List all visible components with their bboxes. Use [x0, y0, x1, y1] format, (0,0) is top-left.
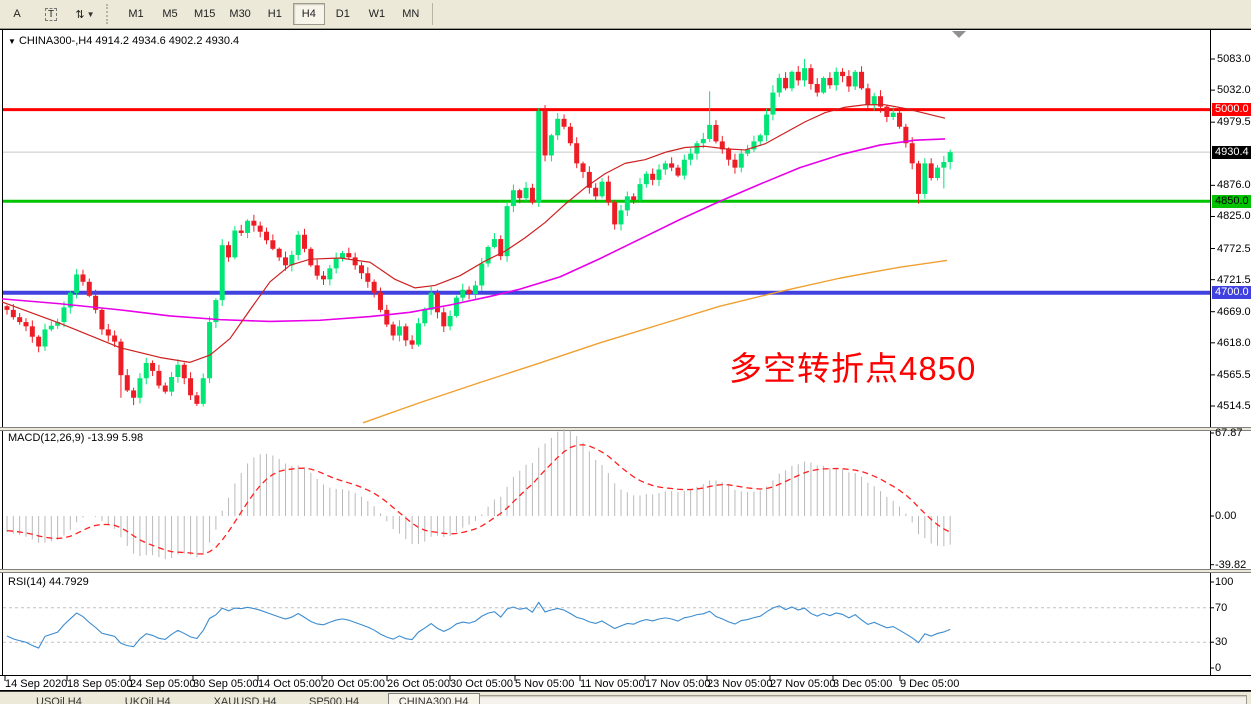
price-badge: 4930.4: [1212, 145, 1251, 159]
price-tick: 4772.5: [1217, 242, 1251, 255]
cursor-a-button[interactable]: A: [13, 8, 21, 20]
toolbar-grip: [106, 4, 115, 24]
chevron-down-icon: ▼: [86, 9, 95, 19]
indicator-tick: -39.82: [1215, 558, 1247, 571]
indicator-tick: 70: [1215, 601, 1228, 614]
pane-frames: [0, 29, 1251, 691]
timeframe-bar: M1 M5 M15 M30 H1 H4 D1 W1 MN: [119, 3, 428, 25]
chart-tab-china300[interactable]: CHINA300,H4: [387, 693, 480, 704]
date-tick: 5 Nov 05:00: [515, 678, 575, 690]
price-badge: 4700.0: [1212, 286, 1251, 300]
timeframe-m30-button[interactable]: M30: [229, 8, 251, 20]
moving-average: [1, 104, 946, 363]
price-tick: 4618.0: [1217, 336, 1251, 349]
chart-tab-sp500[interactable]: SP500,H4: [309, 696, 360, 704]
date-tick: 11 Nov 05:00: [580, 678, 645, 690]
price-tick: 4876.0: [1217, 179, 1251, 192]
date-tick: 18 Sep 05:00: [67, 678, 133, 690]
chart-tabs-bar: USOil,H4 UKOil,H4 XAUUSD,H4 SP500,H4 CHINA30…: [0, 691, 1251, 704]
macd-pane: [6, 429, 951, 560]
arrows-tool-button[interactable]: ⇅ ▼: [69, 3, 101, 25]
macd-label: MACD(12,26,9) -13.99 5.98: [8, 432, 144, 444]
rsi-line: [6, 601, 951, 649]
price-tick: 4721.5: [1217, 273, 1251, 286]
timeframe-w1-button[interactable]: W1: [368, 8, 386, 20]
chart-shift-marker-icon[interactable]: [952, 31, 966, 38]
toolbar: A T ⇅ ▼ M1 M5 M15 M30 H1 H4 D1 W1 MN: [0, 0, 1251, 29]
arrows-icon: ⇅: [75, 8, 85, 21]
price-tick: 4669.0: [1217, 305, 1251, 318]
chart-title-text: CHINA300-,H4 4914.2 4934.6 4902.2 4930.4: [18, 35, 240, 47]
date-tick: 3 Dec 05:00: [833, 678, 893, 690]
text-tool-icon: T: [44, 7, 58, 21]
timeframe-d1-button[interactable]: D1: [335, 8, 350, 20]
date-tick: 20 Oct 05:00: [322, 678, 385, 690]
indicator-tick: 67.87: [1215, 427, 1243, 439]
price-tick: 4514.5: [1217, 400, 1251, 412]
candles-layer: [4, 59, 953, 407]
symbol-dropdown-icon[interactable]: ▼: [8, 37, 16, 46]
date-tick: 23 Nov 05:00: [707, 678, 773, 690]
chart-tab-usoil[interactable]: USOil,H4: [36, 696, 82, 704]
chart-title: ▼ CHINA300-,H4 4914.2 4934.6 4902.2 4930…: [8, 35, 239, 47]
date-tick: 14 Oct 05:00: [258, 678, 321, 690]
macd-signal-line: [6, 444, 951, 555]
rsi-label: RSI(14) 44.7929: [8, 576, 89, 588]
timeframe-mn-button[interactable]: MN: [402, 8, 420, 20]
indicator-tick: 0: [1215, 662, 1222, 674]
moving-average: [1, 138, 946, 323]
date-tick: 17 Nov 05:00: [645, 678, 711, 690]
text-tool-button[interactable]: T: [35, 3, 67, 25]
timeframe-h4-button[interactable]: H4: [292, 3, 325, 25]
indicator-tick: 30: [1215, 636, 1228, 649]
date-tick: 30 Sep 05:00: [193, 678, 259, 690]
date-tick: 14 Sep 2020: [5, 678, 68, 690]
toolbar-separator: [431, 3, 433, 25]
chart-tab-xauusd[interactable]: XAUUSD,H4: [213, 696, 277, 704]
status-message-bar: [462, 695, 1247, 704]
date-tick: 27 Nov 05:00: [770, 678, 836, 690]
timeframe-m15-button[interactable]: M15: [194, 8, 216, 20]
chart-annotation: 多空转折点4850: [729, 350, 977, 387]
price-tick: 5032.0: [1217, 84, 1251, 97]
date-tick: 26 Oct 05:00: [387, 678, 450, 690]
price-badge: 5000.0: [1212, 103, 1251, 117]
timeframe-m1-button[interactable]: M1: [128, 8, 144, 20]
date-tick: 30 Oct 05:00: [450, 678, 513, 690]
date-tick: 24 Sep 05:00: [130, 678, 196, 690]
moving-average: [362, 259, 948, 424]
price-tick: 5083.0: [1217, 53, 1251, 65]
price-tick: 4979.5: [1217, 116, 1251, 129]
price-tick: 4825.0: [1217, 210, 1251, 223]
indicator-tick: 0.00: [1215, 510, 1237, 522]
rsi-pane: [3, 601, 1210, 649]
chart-tab-ukoil[interactable]: UKOil,H4: [124, 696, 171, 704]
timeframe-h1-button[interactable]: H1: [267, 8, 282, 20]
timeframe-m5-button[interactable]: M5: [162, 8, 178, 20]
price-tick: 4565.5: [1217, 368, 1251, 381]
indicator-tick: 100: [1215, 576, 1234, 588]
date-tick: 9 Dec 05:00: [900, 678, 960, 690]
price-badge: 4850.0: [1212, 194, 1251, 208]
